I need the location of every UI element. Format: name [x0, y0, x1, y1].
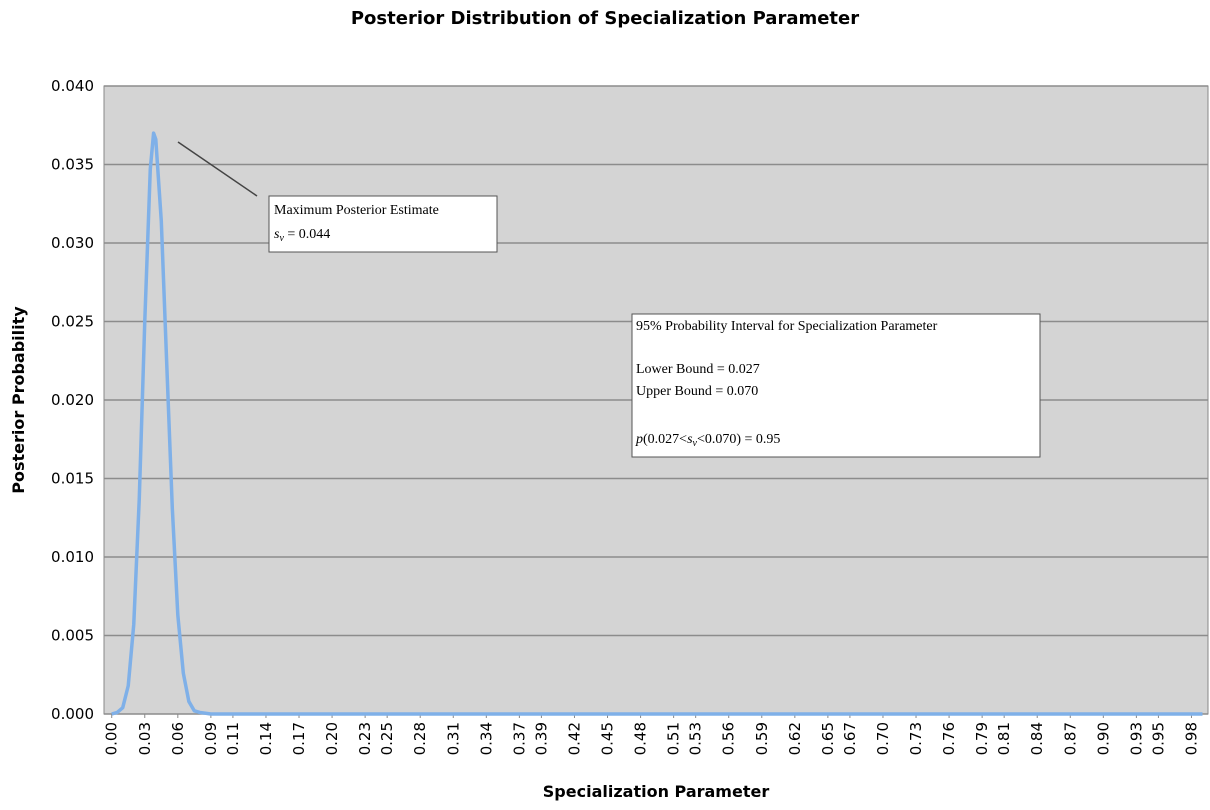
x-tick-label: 0.51	[665, 722, 683, 755]
annotation-text: sv = 0.044	[274, 227, 330, 244]
x-tick-label: 0.73	[907, 722, 925, 755]
annotation-text: = 0.044	[284, 227, 330, 242]
marks	[111, 131, 1203, 716]
annotation-box	[268, 195, 498, 253]
x-tick-label: 0.42	[565, 722, 583, 755]
x-tick-label: 0.37	[510, 722, 528, 755]
annotation-text: 95% Probability Interval for Specializat…	[636, 319, 938, 334]
x-tick-label: 0.87	[1061, 722, 1079, 755]
x-tick-label: 0.09	[202, 722, 220, 755]
x-tick-label: 0.53	[687, 722, 705, 755]
annotation-text: s	[274, 227, 280, 242]
line-series	[111, 131, 1203, 716]
annotation-box	[631, 313, 1041, 458]
x-tick-label: 0.56	[720, 722, 738, 755]
x-tick-label: 0.39	[532, 722, 550, 755]
x-tick-label: 0.45	[599, 722, 617, 755]
x-tick-label: 0.23	[356, 722, 374, 755]
x-tick-label: 0.95	[1149, 722, 1167, 755]
x-tick-label: 0.81	[995, 722, 1013, 755]
annotation-text: Maximum Posterior Estimate	[274, 203, 439, 218]
x-tick-label: 0.65	[819, 722, 837, 755]
x-tick-label: 0.11	[224, 722, 242, 755]
x-tick-label: 0.76	[940, 722, 958, 755]
x-tick-label: 0.93	[1127, 722, 1145, 755]
annotation-text: Upper Bound = 0.070	[636, 384, 758, 399]
x-axis-title: Specialization Parameter	[543, 782, 770, 801]
annotation-text: p(0.027<sv<0.070) = 0.95	[635, 432, 780, 449]
x-tick-label: 0.70	[874, 722, 892, 755]
x-tick-label: 0.48	[632, 722, 650, 755]
y-tick-label: 0.030	[51, 234, 94, 252]
x-tick-label: 0.98	[1182, 722, 1200, 755]
y-tick-label: 0.010	[51, 548, 94, 566]
annotation-text: Lower Bound = 0.027	[636, 362, 760, 377]
x-tick-label: 0.79	[973, 722, 991, 755]
x-tick-label: 0.84	[1028, 722, 1046, 755]
x-tick-label: 0.03	[136, 722, 154, 755]
x-tick-label: 0.20	[323, 722, 341, 755]
y-axis-title: Posterior Probability	[9, 306, 28, 494]
annotation-text: v	[693, 438, 698, 449]
annotation-text: <0.070) = 0.95	[697, 432, 780, 447]
annotation-text: s	[687, 432, 693, 447]
x-tick-label: 0.06	[169, 722, 187, 755]
x-tick-label: 0.34	[477, 722, 495, 755]
x-tick-label: 0.28	[411, 722, 429, 755]
annotation-text: p	[635, 432, 643, 447]
chart-title: Posterior Distribution of Specialization…	[351, 8, 859, 29]
x-tick-label: 0.90	[1094, 722, 1112, 755]
x-tick-label: 0.17	[290, 722, 308, 755]
y-tick-label: 0.035	[51, 156, 94, 174]
y-tick-label: 0.040	[51, 77, 94, 95]
annotation-text: (0.027<	[643, 432, 687, 447]
y-tick-label: 0.020	[51, 391, 94, 409]
x-tick-label: 0.14	[257, 722, 275, 755]
x-tick-label: 0.67	[841, 722, 859, 755]
y-tick-label: 0.025	[51, 313, 94, 331]
leader-line	[177, 141, 258, 197]
x-tick-label: 0.00	[103, 722, 121, 755]
annotation-text: v	[279, 233, 284, 244]
y-tick-label: 0.005	[51, 627, 94, 645]
x-tick-label: 0.59	[753, 722, 771, 755]
y-tick-label: 0.000	[51, 705, 94, 723]
x-tick-label: 0.25	[378, 722, 396, 755]
x-tick-label: 0.31	[444, 722, 462, 755]
x-tick-label: 0.62	[786, 722, 804, 755]
y-tick-label: 0.015	[51, 470, 94, 488]
